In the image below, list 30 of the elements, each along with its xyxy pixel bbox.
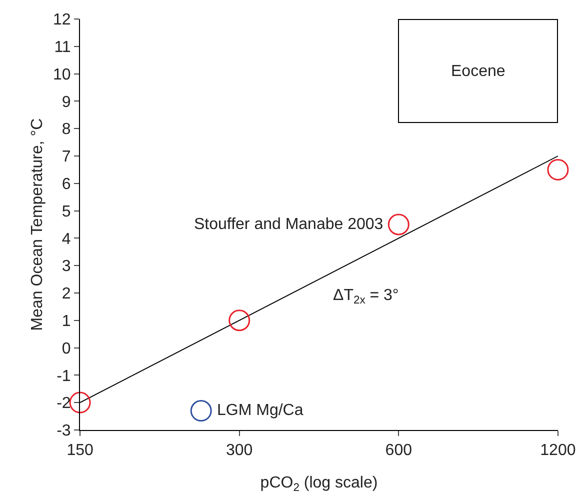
y-tick-label: 5 [62, 203, 71, 220]
series-label: LGM Mg/Ca [217, 402, 304, 419]
y-tick-label: 3 [62, 258, 71, 276]
annotation: Eocene [451, 63, 506, 80]
x-axis-title: pCO$_{2}$ (log scale) [260, 474, 378, 494]
point [69, 392, 91, 414]
y-tick-label: 6 [62, 176, 71, 194]
y-tick-label: -2 [56, 395, 71, 412]
point [547, 158, 569, 180]
y-tick-label: 10 [53, 66, 71, 84]
point [228, 310, 250, 332]
y-tick-label: 8 [62, 121, 71, 138]
x-tick-label: 150 [66, 442, 94, 460]
y-tick-label: 1 [62, 312, 71, 330]
x-tick-label: 600 [385, 442, 412, 460]
y-tick-label: 11 [54, 39, 71, 56]
y-tick-label: 4 [62, 230, 71, 248]
y-tick-label: 2 [62, 286, 71, 303]
y-tick-label: 9 [62, 94, 71, 111]
y-axis-title: Mean Ocean Temperature, °C [28, 118, 46, 331]
y-tick-label: -1 [56, 368, 71, 385]
y-tick-label: 12 [53, 12, 71, 29]
x-tick-label: 1200 [540, 442, 576, 460]
y-tick-label: 0 [62, 340, 71, 358]
y-tick-label: -3 [56, 422, 71, 440]
point [388, 214, 410, 236]
annotation: ΔT$_{2x}$ = 3° [333, 287, 399, 306]
series-label: Stouffer and Manabe 2003 [194, 216, 384, 233]
y-tick-label: 7 [62, 148, 71, 166]
x-tick-label: 300 [226, 442, 253, 460]
